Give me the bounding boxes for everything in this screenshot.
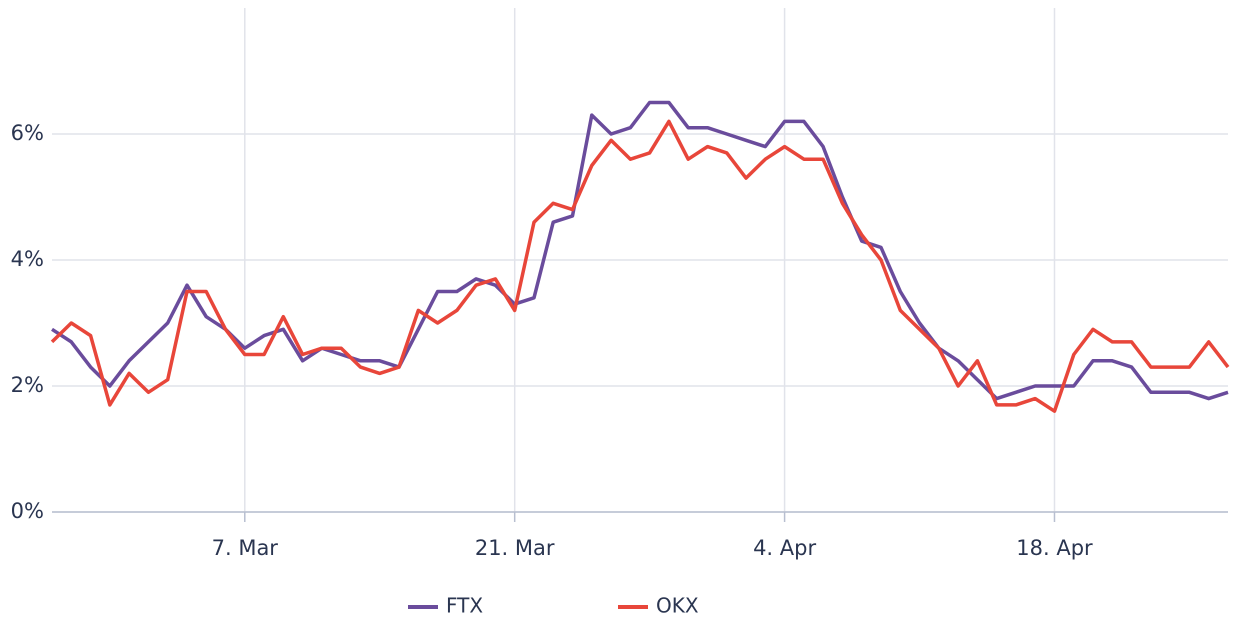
y-tick-label: 0% bbox=[11, 499, 44, 523]
x-tick-label: 18. Apr bbox=[1016, 536, 1093, 560]
legend-item: FTX bbox=[408, 594, 483, 618]
y-tick-label: 4% bbox=[11, 247, 44, 271]
series-line bbox=[50, 119, 1230, 413]
y-tick-label: 6% bbox=[11, 121, 44, 145]
y-tick-label: 2% bbox=[11, 373, 44, 397]
x-tick-label: 7. Mar bbox=[212, 536, 279, 560]
legend-item: OKX bbox=[618, 594, 699, 618]
series-line bbox=[51, 100, 1229, 401]
x-tick-label: 21. Mar bbox=[475, 536, 555, 560]
legend-label: OKX bbox=[656, 594, 699, 618]
legend-label: FTX bbox=[446, 594, 483, 618]
x-tick-label: 4. Apr bbox=[753, 536, 816, 560]
